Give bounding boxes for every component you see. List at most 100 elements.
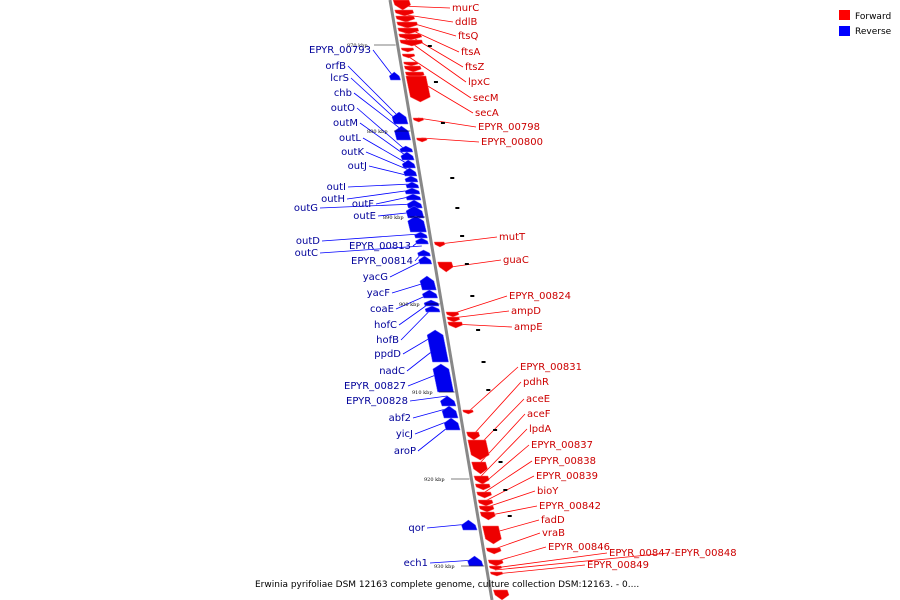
gene-label-outl[interactable]: outL (339, 133, 361, 144)
gene-label-epyr-00827[interactable]: EPYR_00827 (344, 381, 406, 392)
reverse-gene-feature-17 (417, 249, 431, 257)
gene-label-ftsa[interactable]: ftsA (461, 47, 480, 58)
forward-gene-feature-2 (394, 9, 415, 17)
forward-gene-feature-19 (446, 316, 461, 323)
scale-tick-5: 910 kbp (412, 390, 433, 396)
reverse-gene-feature-16 (415, 237, 429, 245)
gene-label-arop[interactable]: aroP (394, 446, 416, 457)
gene-label-epyr-00842[interactable]: EPYR_00842 (539, 501, 601, 512)
leader-line-outd (321, 233, 420, 242)
leader-line-orfb (347, 65, 401, 119)
gene-label-ftsq[interactable]: ftsQ (458, 31, 478, 42)
gene-label-epyr-00793[interactable]: EPYR_00793 (309, 45, 371, 56)
gene-label-epyr-00824[interactable]: EPYR_00824 (509, 291, 571, 302)
gene-label-outi[interactable]: outI (327, 182, 346, 193)
gene-label-epyr-00813[interactable]: EPYR_00813 (349, 241, 411, 252)
gene-label-murc[interactable]: murC (452, 3, 479, 14)
gene-label-outd[interactable]: outD (296, 236, 320, 247)
genome-caption: Erwinia pyrifoliae DSM 12163 complete ge… (255, 580, 639, 590)
gene-label-yicj[interactable]: yicJ (396, 429, 413, 440)
leader-line-epyr-00828 (409, 395, 448, 402)
gene-label-seca[interactable]: secA (475, 108, 499, 119)
leader-line-hofb (400, 307, 433, 341)
gene-label-outm[interactable]: outM (333, 118, 358, 129)
gene-label-outk[interactable]: outK (341, 147, 364, 158)
leader-line-epyr-00848 (494, 552, 669, 571)
gene-label-hofb[interactable]: hofB (376, 335, 399, 346)
leader-line-outj (368, 165, 411, 177)
gene-label-acef[interactable]: aceF (527, 409, 551, 420)
gene-label-epyr-00828[interactable]: EPYR_00828 (346, 396, 408, 407)
reverse-gene-feature-25 (440, 395, 457, 407)
reverse-gene-feature-2 (391, 111, 409, 125)
forward-gene-feature-36 (492, 589, 510, 600)
gene-label-outc[interactable]: outC (295, 248, 318, 259)
gene-label-outh[interactable]: outH (321, 194, 345, 205)
gene-label-outj[interactable]: outJ (348, 161, 367, 172)
gene-label-mutt[interactable]: mutT (499, 232, 526, 243)
gene-label-oute[interactable]: outE (353, 211, 376, 222)
gene-label-epyr-00831[interactable]: EPYR_00831 (520, 362, 582, 373)
leader-line-outo (356, 107, 406, 151)
leader-line-epyr-00838 (481, 460, 533, 495)
gene-label-secm[interactable]: secM (473, 93, 499, 104)
reverse-gene-feature-24 (432, 363, 454, 393)
gene-label-ftsz[interactable]: ftsZ (465, 62, 484, 73)
gene-label-lpda[interactable]: lpdA (529, 424, 551, 435)
gene-label-lcrs[interactable]: lcrS (330, 73, 349, 84)
leader-line-epyr-00846 (493, 546, 547, 563)
forward-gene-feature-18 (445, 311, 460, 318)
gene-label-epyr-00847-epyr-00848[interactable]: EPYR_00847-EPYR_00848 (609, 548, 737, 559)
gene-label-epyr-00837[interactable]: EPYR_00837 (531, 440, 593, 451)
gene-label-chb[interactable]: chb (334, 88, 352, 99)
forward-gene-feature-34 (488, 565, 503, 571)
gene-label-ddlb[interactable]: ddlB (455, 17, 477, 28)
gene-label-epyr-00814[interactable]: EPYR_00814 (351, 256, 413, 267)
gene-label-bioy[interactable]: bioY (537, 486, 559, 497)
gene-label-acee[interactable]: aceE (526, 394, 550, 405)
gene-label-outf[interactable]: outF (352, 199, 374, 210)
gene-label-outg[interactable]: outG (294, 203, 318, 214)
forward-gene-feature-25 (473, 475, 490, 485)
gene-label-vrab[interactable]: vraB (542, 528, 565, 539)
forward-gene-feature-22 (466, 431, 481, 441)
gene-label-abf2[interactable]: abf2 (389, 413, 411, 424)
gene-label-yacg[interactable]: yacG (363, 272, 388, 283)
forward-gene-feature-3 (395, 15, 416, 23)
gene-label-qor[interactable]: qor (408, 523, 425, 534)
gene-label-epyr-00849[interactable]: EPYR_00849 (587, 560, 649, 571)
gene-label-epyr-00800[interactable]: EPYR_00800 (481, 137, 543, 148)
gene-label-lpxc[interactable]: lpxC (468, 77, 490, 88)
gene-label-epyr-00839[interactable]: EPYR_00839 (536, 471, 598, 482)
leader-line-epyr-00831 (467, 366, 519, 413)
gene-label-pdhr[interactable]: pdhR (523, 377, 549, 388)
leader-line-outk (365, 151, 410, 171)
gene-label-epyr-00838[interactable]: EPYR_00838 (534, 456, 596, 467)
gene-label-guac[interactable]: guaC (503, 255, 529, 266)
gene-label-nadc[interactable]: nadC (379, 366, 405, 377)
gene-label-fadd[interactable]: fadD (541, 515, 565, 526)
gene-label-coae[interactable]: coaE (370, 304, 394, 315)
gene-label-ampe[interactable]: ampE (514, 322, 543, 333)
reverse-gene-feature-18 (418, 255, 433, 265)
forward-gene-feature-27 (476, 491, 492, 499)
forward-gene-feature-13 (405, 75, 431, 103)
gene-label-ppdd[interactable]: ppdD (374, 349, 401, 360)
reverse-gene-feature-7 (403, 167, 418, 177)
forward-gene-feature-4 (396, 21, 419, 29)
gene-label-epyr-00846[interactable]: EPYR_00846 (548, 542, 610, 553)
reverse-gene-feature-8 (404, 175, 419, 183)
leader-lines (319, 5, 669, 575)
gene-label-hofc[interactable]: hofC (374, 320, 397, 331)
leader-line-epyr-00839 (483, 475, 535, 503)
gene-label-yacf[interactable]: yacF (367, 288, 391, 299)
gene-label-ech1[interactable]: ech1 (404, 558, 428, 569)
leader-line-epyr-00800 (421, 137, 480, 143)
reverse-gene-feature-15 (414, 231, 428, 239)
forward-gene-feature-24 (471, 461, 488, 475)
gene-label-epyr-00798[interactable]: EPYR_00798 (478, 122, 540, 133)
gene-label-ampd[interactable]: ampD (511, 306, 541, 317)
gene-label-orfb[interactable]: orfB (325, 61, 346, 72)
forward-gene-feature-30 (479, 511, 496, 521)
gene-label-outo[interactable]: outO (331, 103, 355, 114)
